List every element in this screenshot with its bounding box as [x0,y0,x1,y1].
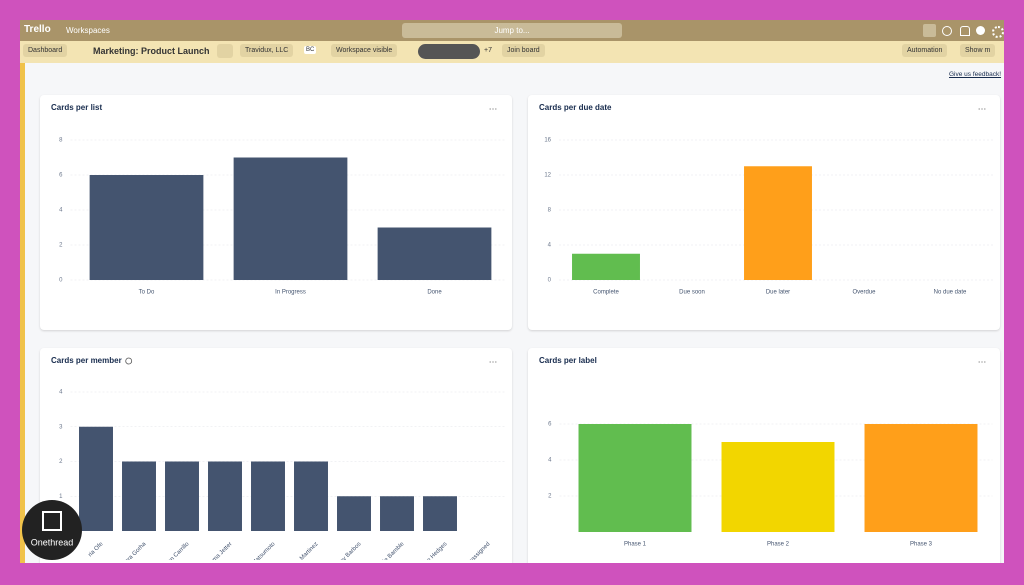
x-tick-label: e Hedges [426,541,448,563]
theme-icon[interactable] [976,26,985,35]
y-tick-label: 0 [548,278,552,284]
star-button[interactable] [217,44,233,58]
create-button[interactable] [923,24,936,37]
x-tick-label: In Progress [275,290,306,296]
bar [578,424,692,532]
x-tick-label: ara Gorha [124,541,148,565]
watermark-text: Onethread [31,537,74,547]
bar [721,442,835,532]
y-tick-label: 4 [59,208,63,214]
y-tick-label: 4 [59,390,63,396]
settings-icon[interactable] [992,26,1004,38]
chart-layer: Cards per list … 0 2 4 6 8 To Do In Progress Done… [51,101,993,568]
top-bar: Trello Workspaces Jump to... [20,20,1004,41]
y-tick-label: 6 [59,173,63,179]
y-tick-label: 8 [59,138,63,144]
board-header: Dashboard Marketing: Product Launch Trav… [20,41,1004,63]
search[interactable]: Jump to... [402,23,622,38]
bar [233,157,348,280]
logo[interactable]: Trello [24,24,51,35]
board-title[interactable]: Marketing: Product Launch [93,46,210,56]
workspace-badge: BC [304,46,317,54]
x-tick-label: Phase 2 [767,542,790,548]
x-tick-label: Phase 3 [910,542,933,548]
x-tick-label: Done [427,290,442,296]
bar [79,426,113,531]
chart-title: Cards per label [539,356,597,365]
bell-icon[interactable] [960,26,970,36]
feedback-link[interactable]: Give us feedback! [949,71,1002,78]
chart-menu[interactable]: … [978,101,987,111]
bar [165,461,199,531]
x-tick-label: Due later [766,290,790,296]
y-tick-label: 8 [548,208,552,214]
x-tick-label: Unassigned [465,541,492,568]
x-tick-label: ma Jetter [212,541,234,563]
x-tick-label: No due date [934,290,967,296]
show-menu-button[interactable]: Show m [960,44,996,57]
x-tick-label: ie Bamble [382,541,406,565]
y-tick-label: 6 [548,422,552,428]
bar [572,253,640,280]
chart-title: Cards per due date [539,103,612,112]
workspace-button[interactable]: Travidux, LLC [240,44,294,57]
x-tick-label: Due soon [679,290,705,296]
bar [337,496,371,531]
x-tick-label: Phase 1 [624,542,647,548]
chart-menu[interactable]: … [489,354,498,364]
info-icon [125,357,133,365]
y-tick-label: 4 [548,243,552,249]
chart-title: Cards per member [51,356,122,365]
x-tick-label: ey Barbos [339,541,362,564]
y-tick-label: 2 [59,243,63,249]
bar [208,461,242,531]
bar [251,461,285,531]
more-members[interactable]: +7 [484,47,492,54]
x-tick-label: ria Ofe [88,541,105,558]
bar [864,424,978,532]
x-tick-label: Overdue [852,290,876,296]
join-button[interactable]: Join board [502,44,545,57]
bar [744,166,812,280]
chart-menu[interactable]: … [489,101,498,111]
workspaces-menu[interactable]: Workspaces [66,26,110,35]
chart-title: Cards per list [51,103,102,112]
x-tick-label: To Do [139,290,155,296]
info-icon[interactable] [942,26,952,36]
y-tick-label: 2 [59,459,63,465]
y-tick-label: 1 [59,494,63,500]
y-tick-label: 3 [59,424,63,430]
x-tick-label: Complete [593,290,619,296]
member-avatars[interactable] [418,44,480,59]
view-switcher[interactable]: Dashboard [23,44,68,57]
bar [89,175,204,280]
bar [380,496,414,531]
x-tick-label: Martinez [299,541,320,562]
bar [122,461,156,531]
bar [377,227,492,280]
y-tick-label: 12 [544,173,551,179]
y-tick-label: 4 [548,458,552,464]
chart-menu[interactable]: … [978,354,987,364]
y-tick-label: 2 [548,494,552,500]
y-tick-label: 0 [59,278,63,284]
visibility-button[interactable]: Workspace visible [331,44,398,57]
y-tick-label: 16 [544,138,551,144]
automation-button[interactable]: Automation [902,44,948,57]
x-tick-label: ion Carrillo [166,541,191,566]
x-tick-label: Matsumoto [251,541,277,567]
watermark-icon [42,511,62,531]
bar [423,496,457,531]
side-strip [20,63,25,563]
bar [294,461,328,531]
